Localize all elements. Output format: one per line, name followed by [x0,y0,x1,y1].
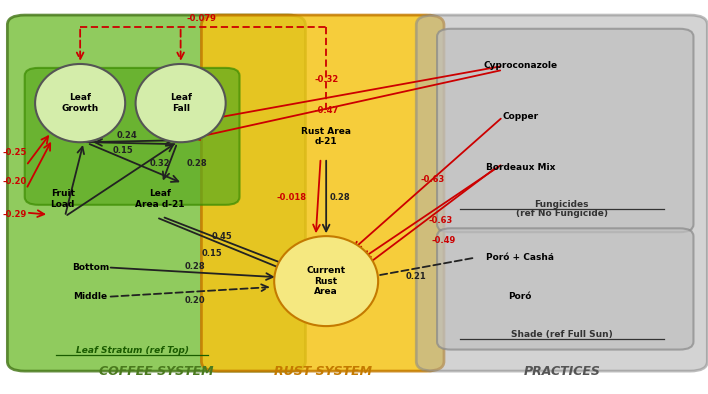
FancyBboxPatch shape [437,228,693,349]
Text: -0.63: -0.63 [420,175,445,184]
FancyBboxPatch shape [7,15,305,371]
Text: COFFEE SYSTEM: COFFEE SYSTEM [99,364,214,377]
FancyBboxPatch shape [25,68,239,205]
Text: RUST SYSTEM: RUST SYSTEM [273,364,372,377]
Text: Cyproconazole: Cyproconazole [483,61,557,71]
Text: 0.28: 0.28 [330,193,350,201]
Text: Rust Area
d-21: Rust Area d-21 [301,126,351,146]
Text: -0.079: -0.079 [186,15,217,24]
Text: Middle: Middle [74,292,108,301]
Text: Poró + Cashá: Poró + Cashá [486,253,554,262]
FancyBboxPatch shape [416,15,707,371]
Text: Bottom: Bottom [72,263,109,272]
Text: Poró: Poró [508,292,532,301]
Text: Fungicides: Fungicides [535,199,589,208]
FancyBboxPatch shape [201,15,444,371]
Text: 0.21: 0.21 [406,272,427,281]
Text: 0.28: 0.28 [184,262,205,271]
Text: -0.32: -0.32 [314,75,338,84]
Text: (ref No Fungicide): (ref No Fungicide) [516,209,607,218]
Text: -0.25: -0.25 [2,147,26,156]
Text: Bordeaux Mix: Bordeaux Mix [486,163,555,172]
Text: 0.24: 0.24 [117,131,137,140]
Ellipse shape [135,64,226,142]
Text: 0.32: 0.32 [149,159,170,168]
Text: Shade (ref Full Sun): Shade (ref Full Sun) [511,330,612,339]
Text: -0.47: -0.47 [314,106,338,115]
Text: Current
Rust
Area: Current Rust Area [307,266,346,296]
Text: -0.018: -0.018 [277,193,307,201]
Text: -0.29: -0.29 [2,210,26,219]
Text: 0.15: 0.15 [202,249,222,258]
Ellipse shape [274,236,378,326]
Text: -0.49: -0.49 [432,236,456,245]
Text: 0.15: 0.15 [113,145,134,154]
Text: -0.63: -0.63 [428,216,452,225]
Text: 0.45: 0.45 [212,232,233,241]
Text: 0.20: 0.20 [184,296,205,305]
Text: Leaf
Area d-21: Leaf Area d-21 [135,189,185,209]
Text: PRACTICES: PRACTICES [523,364,600,377]
Text: Fruit
Load: Fruit Load [51,189,75,209]
Text: Copper: Copper [502,112,538,121]
Text: Leaf
Fall: Leaf Fall [170,93,192,113]
Text: 0.28: 0.28 [186,159,207,168]
Text: Leaf
Growth: Leaf Growth [62,93,98,113]
Ellipse shape [35,64,125,142]
Text: -0.20: -0.20 [2,177,26,186]
FancyBboxPatch shape [437,29,693,232]
Text: Leaf Stratum (ref Top): Leaf Stratum (ref Top) [76,346,188,355]
